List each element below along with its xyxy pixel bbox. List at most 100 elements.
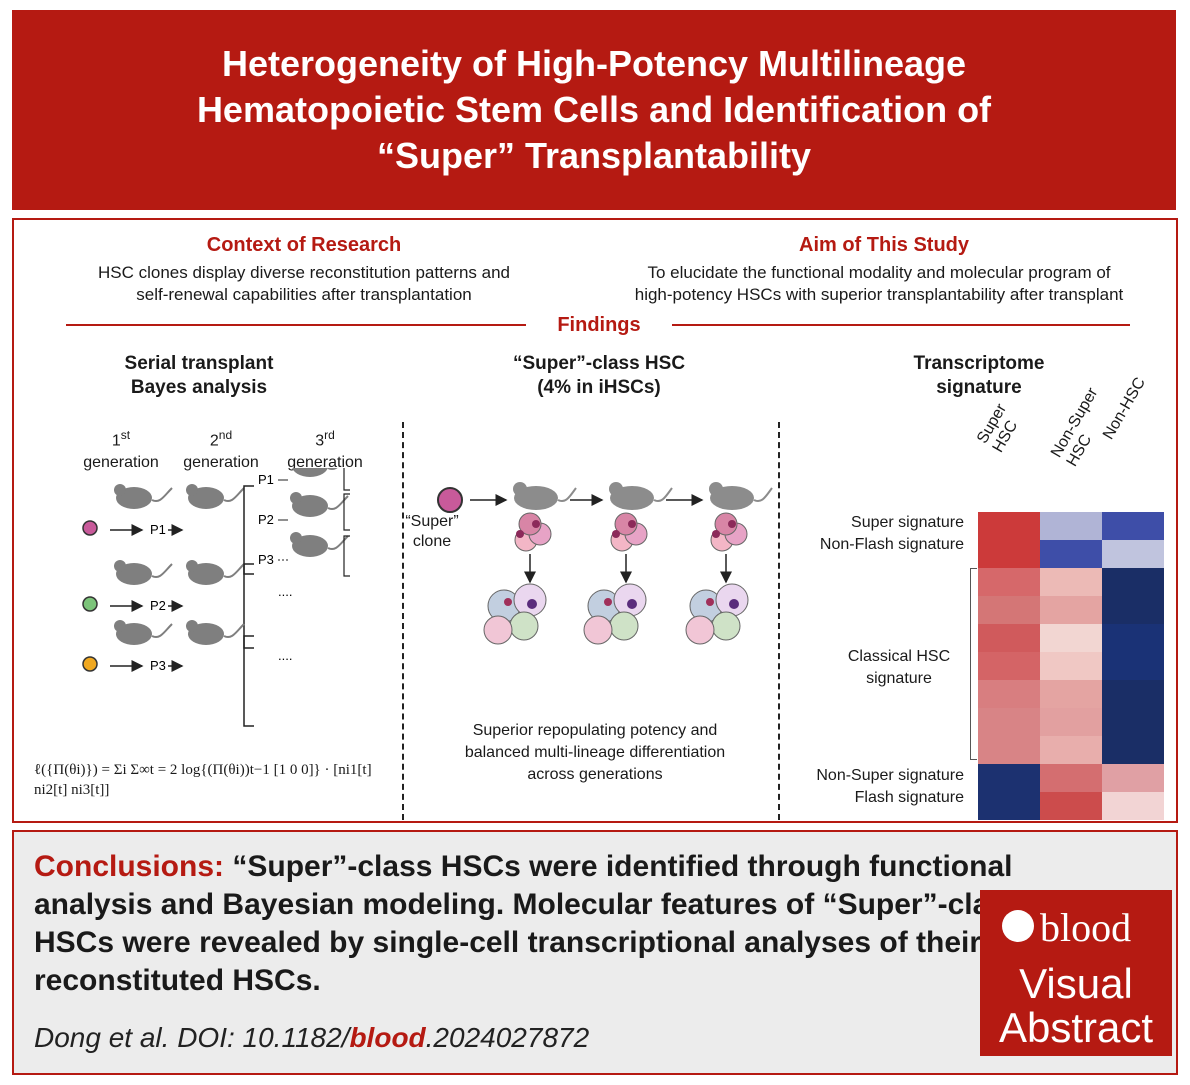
heatmap-cell xyxy=(1040,708,1102,736)
super-clone-label: “Super” clone xyxy=(392,512,472,552)
heatmap-cell xyxy=(978,736,1040,764)
logo-word: blood xyxy=(1040,904,1131,951)
heatmap-cell xyxy=(1040,680,1102,708)
serial-transplant-diagram: P1 P1 P2 P3 P2 .... P3 .... xyxy=(54,468,394,738)
main-panel: Context of Research HSC clones display d… xyxy=(12,218,1178,823)
heatmap-cell xyxy=(1040,568,1102,596)
clone-3-cell xyxy=(83,657,97,671)
heatmap-cell xyxy=(978,568,1040,596)
mouse-icon xyxy=(290,468,348,477)
findings-divider-right xyxy=(672,324,1130,326)
heatmap-cell xyxy=(1102,540,1164,568)
heatmap-cell xyxy=(978,708,1040,736)
heatmap-cell xyxy=(1040,596,1102,624)
aim-text: To elucidate the functional modality and… xyxy=(584,262,1174,306)
mouse-icon xyxy=(186,620,244,645)
heatmap-cell xyxy=(1102,512,1164,540)
clone-2-cell xyxy=(83,597,97,611)
findings-divider-left xyxy=(66,324,526,326)
heatmap-cell xyxy=(1040,540,1102,568)
row-label-non-super-signature: Non-Super signature xyxy=(784,767,964,785)
conclusions-panel: Conclusions: “Super”-class HSCs were ide… xyxy=(12,830,1178,1075)
citation-journal: blood xyxy=(349,1022,425,1053)
row-label-flash-signature: Flash signature xyxy=(804,789,964,807)
column-separator-right xyxy=(778,422,780,820)
mouse-icon xyxy=(290,532,348,557)
citation-suffix: .2024027872 xyxy=(426,1022,590,1053)
heatmap-cell xyxy=(978,624,1040,652)
svg-text:P1: P1 xyxy=(258,472,274,487)
heatmap-cell xyxy=(1040,736,1102,764)
heatmap-cell xyxy=(1102,680,1164,708)
heatmap-cell xyxy=(1102,708,1164,736)
super-class-diagram xyxy=(410,470,776,710)
svg-text:....: .... xyxy=(278,648,292,663)
heatmap-cell xyxy=(1102,652,1164,680)
heatmap-cell xyxy=(978,792,1040,820)
bayes-formula: ℓ({Π(θi)}) = Σi Σ∞t = 2 log{(Π(θi))t−1 [… xyxy=(34,760,404,800)
heatmap-cell xyxy=(978,512,1040,540)
title-banner: Heterogeneity of High-Potency Multilinea… xyxy=(12,10,1176,210)
super-class-heading: “Super”-class HSC (4% in iHSCs) xyxy=(459,352,739,400)
page-title: Heterogeneity of High-Potency Multilinea… xyxy=(94,41,1094,179)
heatmap-cell xyxy=(978,596,1040,624)
row-label-classical-hsc-signature: Classical HSC signature xyxy=(834,646,964,690)
conclusions-text: Conclusions: “Super”-class HSCs were ide… xyxy=(34,848,1104,1000)
heatmap-cell xyxy=(1040,652,1102,680)
heatmap-cell xyxy=(1102,736,1164,764)
mouse-icon xyxy=(114,484,172,509)
mouse-icon xyxy=(114,620,172,645)
heatmap-cell xyxy=(978,652,1040,680)
mouse-icon xyxy=(290,492,348,517)
mouse-icon xyxy=(186,484,244,509)
citation-prefix: Dong et al. DOI: 10.1182/ xyxy=(34,1022,349,1053)
heatmap-cell xyxy=(1040,764,1102,792)
svg-text:....: .... xyxy=(278,584,292,599)
heatmap-cell xyxy=(1040,512,1102,540)
hsc-cluster-icon xyxy=(611,513,647,551)
serial-transplant-heading: Serial transplant Bayes analysis xyxy=(74,352,324,400)
mouse-icon xyxy=(186,560,244,585)
blood-seal-icon xyxy=(1002,910,1034,942)
heatmap-cell xyxy=(1040,624,1102,652)
context-heading: Context of Research xyxy=(104,234,504,257)
hsc-cluster-icon xyxy=(515,513,551,551)
blood-visual-abstract-logo: blood Visual Abstract xyxy=(980,890,1172,1056)
aim-heading: Aim of This Study xyxy=(684,234,1084,257)
svg-text:P2: P2 xyxy=(150,598,166,613)
row-label-super-signature: Super signature xyxy=(804,514,964,532)
row-label-non-flash-signature: Non-Flash signature xyxy=(804,536,964,554)
heatmap-cell xyxy=(978,540,1040,568)
logo-line3: Abstract xyxy=(980,1004,1172,1052)
heatmap-cell xyxy=(1102,568,1164,596)
heatmap-cell xyxy=(1040,792,1102,820)
super-class-caption: Superior repopulating potency and balanc… xyxy=(414,720,776,786)
generation-2-label: 2nd generation xyxy=(166,424,276,474)
multilineage-cells-icon xyxy=(484,584,546,644)
heatmap-cell xyxy=(978,680,1040,708)
transcriptome-heading: Transcriptome signature xyxy=(854,352,1104,400)
generation-3-label: 3rd generation xyxy=(270,424,380,474)
multilineage-cells-icon xyxy=(686,584,748,644)
findings-heading: Findings xyxy=(534,314,664,337)
mouse-icon xyxy=(513,482,576,510)
heatmap-cell xyxy=(978,764,1040,792)
svg-text:P3: P3 xyxy=(150,658,166,673)
super-clone-cell xyxy=(438,488,462,512)
heatmap-cell xyxy=(1102,792,1164,820)
context-text: HSC clones display diverse reconstitutio… xyxy=(24,262,584,306)
multilineage-cells-icon xyxy=(584,584,646,644)
classical-signature-bracket xyxy=(970,568,977,760)
clone-1-cell xyxy=(83,521,97,535)
svg-text:P1: P1 xyxy=(150,522,166,537)
svg-text:P2: P2 xyxy=(258,512,274,527)
mouse-icon xyxy=(609,482,672,510)
conclusions-label: Conclusions: xyxy=(34,850,224,883)
heatmap-cell xyxy=(1102,764,1164,792)
citation: Dong et al. DOI: 10.1182/blood.202402787… xyxy=(34,1022,589,1054)
heatmap-cell xyxy=(1102,624,1164,652)
mouse-icon xyxy=(114,560,172,585)
mouse-icon xyxy=(709,482,772,510)
hsc-cluster-icon xyxy=(711,513,747,551)
svg-text:P3: P3 xyxy=(258,552,274,567)
